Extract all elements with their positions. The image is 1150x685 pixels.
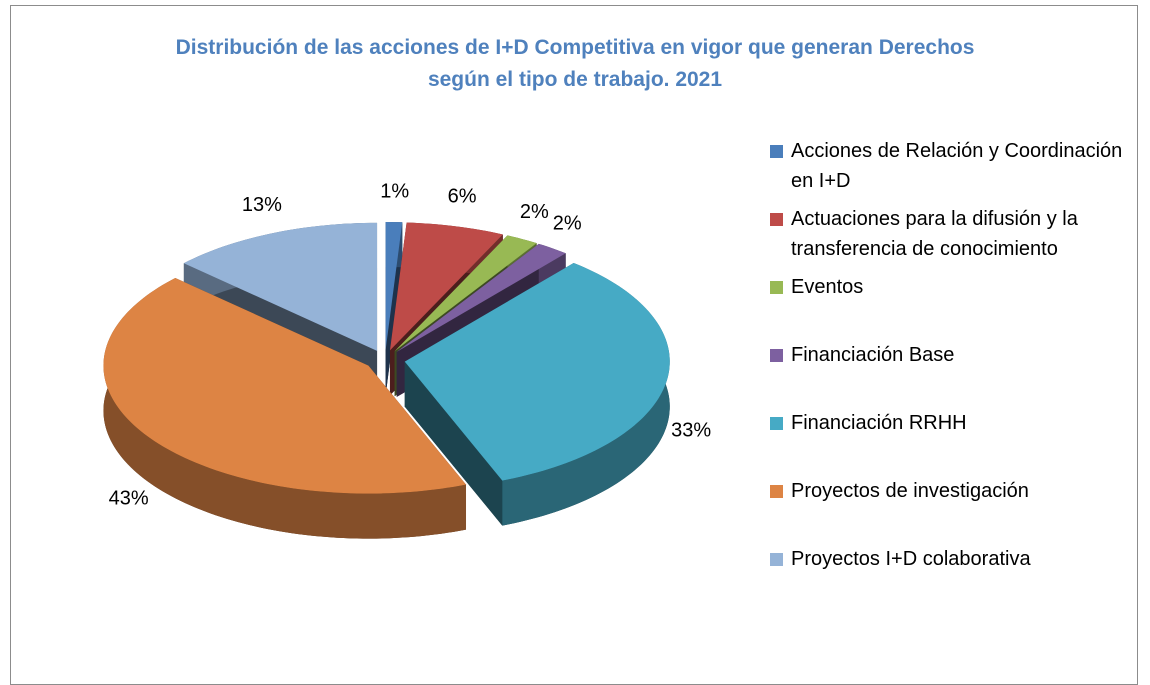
data-label: 43% xyxy=(109,488,149,510)
slice-top xyxy=(103,277,467,494)
slice-top xyxy=(394,235,537,352)
legend-item: Eventos xyxy=(770,272,1140,340)
slice xyxy=(404,262,670,526)
data-label: 13% xyxy=(242,194,282,216)
legend-swatch xyxy=(770,553,783,566)
legend-item: Actuaciones para la difusión y la transf… xyxy=(770,204,1140,272)
legend-label: Proyectos de investigación xyxy=(791,480,1029,502)
slice-top xyxy=(404,262,670,481)
legend-swatch xyxy=(770,349,783,362)
legend-item: Financiación Base xyxy=(770,340,1140,408)
legend: Acciones de Relación y Coordinación en I… xyxy=(770,136,1140,612)
data-label: 33% xyxy=(671,420,711,442)
legend-label: Acciones de Relación y Coordinación en I… xyxy=(791,140,1123,192)
legend-swatch xyxy=(770,145,783,158)
legend-item: Financiación RRHH xyxy=(770,408,1140,476)
chart-title: Distribución de las acciones de I+D Comp… xyxy=(175,36,975,91)
slice-top xyxy=(183,222,378,351)
chart: 1% 6% 2%2% 33% 43% 13% xyxy=(103,180,711,539)
legend-item: Proyectos de investigación xyxy=(770,476,1140,544)
legend-swatch xyxy=(770,213,783,226)
slice-top xyxy=(385,222,403,351)
legend-swatch xyxy=(770,281,783,294)
data-label: 6% xyxy=(448,186,477,208)
slice xyxy=(103,277,467,539)
legend-label: Actuaciones para la difusión y la transf… xyxy=(791,208,1078,260)
legend-item: Acciones de Relación y Coordinación en I… xyxy=(770,136,1140,204)
legend-swatch xyxy=(770,485,783,498)
legend-label: Proyectos I+D colaborativa xyxy=(791,548,1031,570)
slice-top xyxy=(389,222,503,351)
data-label: 1% xyxy=(380,180,409,202)
legend-label: Eventos xyxy=(791,276,864,298)
data-label: 2% xyxy=(520,201,549,223)
slice-edge xyxy=(404,361,503,526)
slice-side xyxy=(103,277,467,539)
legend-label: Financiación RRHH xyxy=(791,412,967,434)
legend-label: Financiación Base xyxy=(791,344,955,366)
legend-swatch xyxy=(770,417,783,430)
legend-item: Proyectos I+D colaborativa xyxy=(770,544,1140,612)
data-label: 2% xyxy=(553,212,582,234)
slice-top xyxy=(396,243,566,352)
